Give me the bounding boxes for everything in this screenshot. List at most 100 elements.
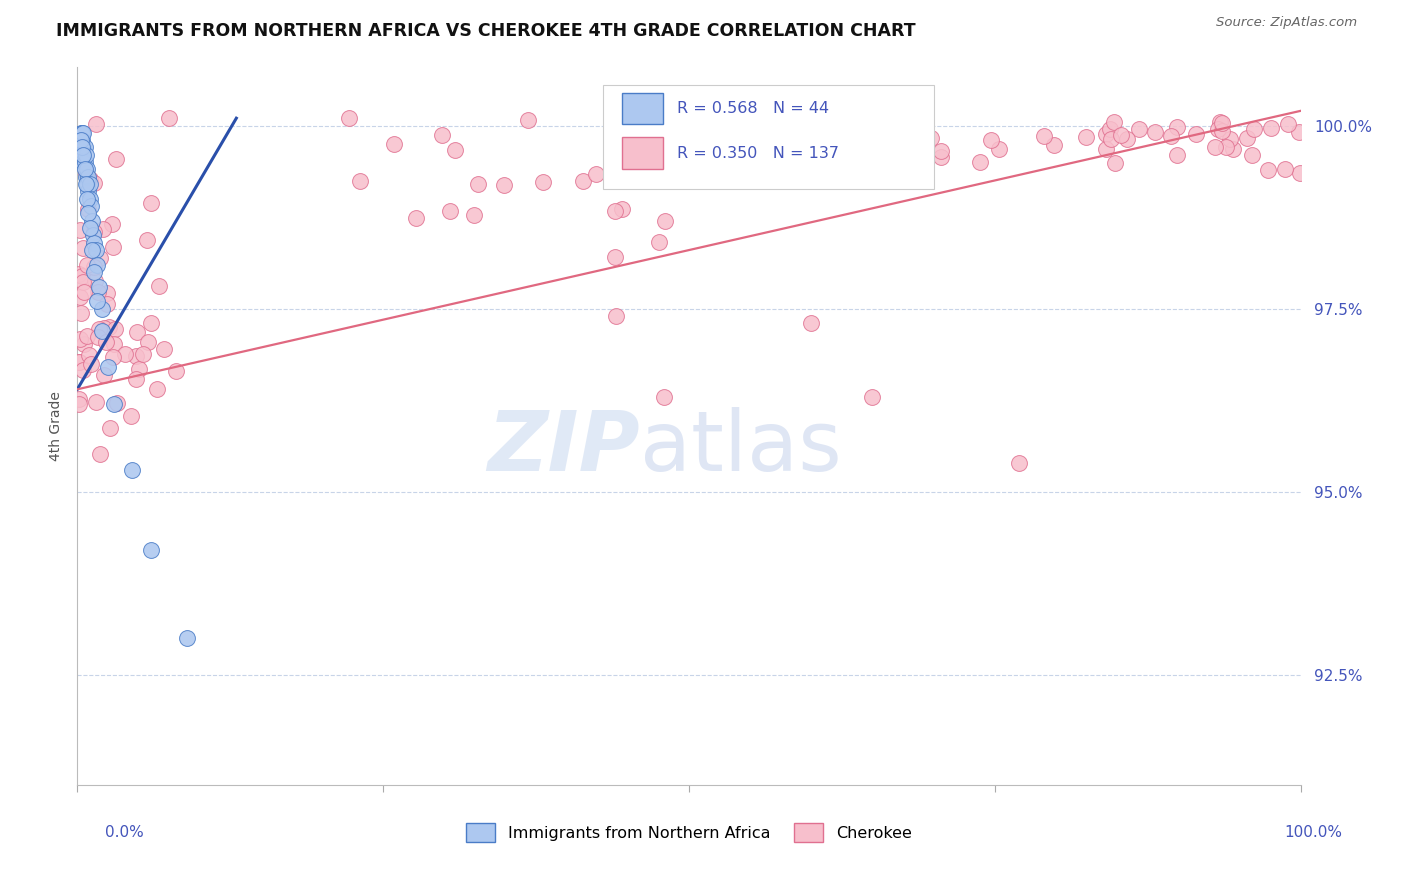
Point bbox=[72, 140, 94, 154]
Point bbox=[1289, 165, 1312, 179]
Point bbox=[654, 213, 676, 227]
Point bbox=[654, 390, 676, 404]
Point bbox=[67, 392, 90, 406]
Point bbox=[128, 362, 150, 376]
Point bbox=[136, 335, 159, 350]
Point bbox=[76, 177, 98, 191]
Point bbox=[89, 279, 111, 293]
Point bbox=[90, 324, 112, 338]
Point bbox=[1209, 115, 1232, 129]
Point bbox=[1166, 120, 1188, 135]
Point bbox=[67, 267, 90, 281]
Point bbox=[83, 260, 105, 274]
Point bbox=[1208, 122, 1230, 136]
Point bbox=[70, 140, 93, 154]
Point bbox=[979, 133, 1001, 147]
Point bbox=[1257, 162, 1279, 177]
Point bbox=[84, 243, 107, 257]
Point bbox=[1099, 132, 1122, 146]
Point bbox=[139, 196, 162, 211]
Point bbox=[738, 151, 761, 165]
Point bbox=[80, 243, 103, 257]
Point bbox=[103, 336, 125, 351]
Point bbox=[1143, 125, 1166, 139]
Point bbox=[72, 155, 94, 169]
Point bbox=[920, 131, 942, 145]
Point bbox=[148, 278, 170, 293]
Point bbox=[1236, 130, 1258, 145]
Point bbox=[929, 150, 952, 164]
Point bbox=[1211, 124, 1233, 138]
Point bbox=[67, 355, 90, 369]
Point bbox=[1215, 140, 1237, 154]
Point bbox=[72, 275, 94, 289]
Text: atlas: atlas bbox=[640, 407, 842, 488]
Point bbox=[82, 228, 104, 243]
Point bbox=[77, 185, 100, 199]
Point bbox=[70, 133, 93, 147]
Point bbox=[79, 177, 101, 191]
Point bbox=[69, 290, 91, 304]
Point bbox=[79, 172, 101, 186]
Point bbox=[405, 211, 427, 225]
Point bbox=[439, 204, 461, 219]
Point bbox=[86, 258, 108, 272]
Point bbox=[845, 140, 868, 154]
Point bbox=[77, 169, 100, 184]
Text: Source: ZipAtlas.com: Source: ZipAtlas.com bbox=[1216, 16, 1357, 29]
Point bbox=[1185, 127, 1208, 141]
Point bbox=[125, 325, 148, 339]
Point bbox=[73, 140, 96, 154]
Point bbox=[89, 322, 111, 336]
Point bbox=[1008, 456, 1031, 470]
Point bbox=[929, 145, 952, 159]
Point bbox=[76, 192, 98, 206]
Point bbox=[531, 175, 554, 189]
Text: 0.0%: 0.0% bbox=[105, 825, 145, 840]
Text: 100.0%: 100.0% bbox=[1285, 825, 1343, 840]
Point bbox=[70, 268, 93, 283]
Point bbox=[114, 347, 136, 361]
Point bbox=[83, 265, 105, 279]
Point bbox=[77, 206, 100, 220]
Point bbox=[766, 144, 789, 158]
Point bbox=[73, 285, 96, 300]
Point bbox=[1241, 148, 1264, 162]
Point bbox=[136, 233, 159, 247]
Point bbox=[969, 155, 991, 169]
Point bbox=[72, 241, 94, 255]
Point bbox=[1277, 118, 1299, 132]
Legend: Immigrants from Northern Africa, Cherokee: Immigrants from Northern Africa, Cheroke… bbox=[460, 816, 918, 849]
Point bbox=[1219, 131, 1241, 145]
Point bbox=[76, 162, 98, 177]
Point bbox=[70, 126, 93, 140]
Point bbox=[96, 286, 118, 301]
Point bbox=[1288, 125, 1310, 139]
Point bbox=[897, 145, 920, 159]
Point bbox=[349, 173, 371, 187]
Point bbox=[67, 355, 90, 369]
Point bbox=[146, 382, 169, 396]
Point bbox=[572, 174, 595, 188]
Point bbox=[70, 133, 93, 147]
Point bbox=[132, 347, 155, 361]
Point bbox=[104, 152, 127, 166]
Point bbox=[901, 163, 924, 178]
Point bbox=[79, 192, 101, 206]
Point bbox=[1260, 120, 1282, 135]
Point bbox=[77, 348, 100, 362]
Point bbox=[80, 213, 103, 227]
Point bbox=[72, 148, 94, 162]
Point bbox=[792, 145, 814, 159]
Point bbox=[97, 360, 120, 375]
Point bbox=[606, 134, 628, 148]
Point bbox=[585, 167, 607, 181]
Point bbox=[337, 111, 360, 125]
Point bbox=[104, 322, 127, 336]
Point bbox=[176, 632, 198, 646]
Point bbox=[1095, 127, 1118, 141]
Point bbox=[1033, 128, 1056, 143]
Point bbox=[860, 145, 883, 160]
Point bbox=[1074, 130, 1097, 145]
Point bbox=[89, 447, 111, 461]
